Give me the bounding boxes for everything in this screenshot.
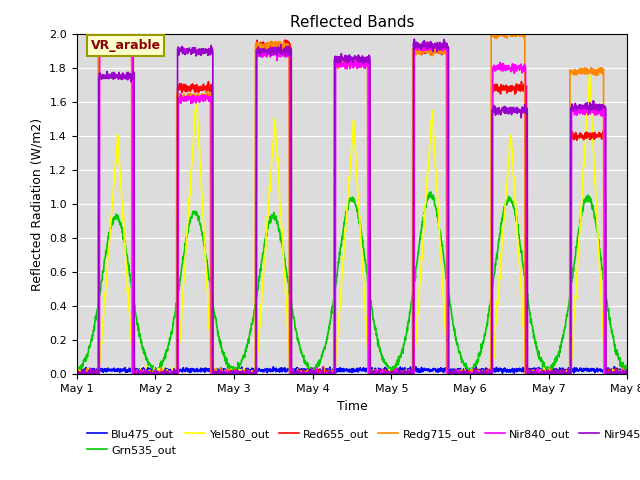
Redg715_out: [607, 371, 615, 376]
Nir840_out: [326, 369, 334, 374]
Grn535_out: [427, 189, 435, 195]
Red655_out: [608, 372, 616, 377]
Grn535_out: [607, 328, 615, 334]
Red655_out: [623, 372, 631, 377]
Title: Reflected Bands: Reflected Bands: [290, 15, 414, 30]
Grn535_out: [340, 221, 348, 227]
Blu475_out: [73, 367, 81, 372]
Line: Red655_out: Red655_out: [77, 40, 627, 374]
Nir840_out: [73, 368, 81, 374]
Red655_out: [341, 60, 349, 66]
Redg715_out: [623, 372, 631, 377]
Yel580_out: [73, 372, 81, 377]
Grn535_out: [467, 372, 475, 377]
Blu475_out: [623, 369, 631, 374]
Nir840_out: [623, 372, 631, 377]
Red655_out: [281, 37, 289, 43]
Yel580_out: [608, 372, 616, 377]
Blu475_out: [412, 364, 420, 370]
Redg715_out: [326, 372, 333, 377]
Blu475_out: [507, 368, 515, 373]
Redg715_out: [101, 48, 109, 54]
Nir840_out: [607, 372, 615, 377]
Redg715_out: [507, 33, 515, 39]
Blu475_out: [607, 368, 615, 374]
Redg715_out: [340, 60, 348, 66]
Nir945_out: [607, 369, 615, 374]
Yel580_out: [607, 372, 615, 377]
Nir840_out: [608, 370, 616, 376]
Nir945_out: [73, 372, 81, 377]
Red655_out: [326, 372, 334, 377]
Nir945_out: [410, 36, 418, 42]
Redg715_out: [501, 25, 509, 31]
Red655_out: [73, 371, 81, 376]
Line: Redg715_out: Redg715_out: [77, 28, 627, 374]
Nir840_out: [410, 38, 418, 44]
Grn535_out: [326, 322, 333, 327]
Yel580_out: [101, 291, 109, 297]
Nir945_out: [340, 55, 348, 60]
Grn535_out: [623, 372, 631, 377]
Nir945_out: [101, 75, 109, 81]
Line: Nir840_out: Nir840_out: [77, 41, 627, 374]
Blu475_out: [326, 364, 333, 370]
Grn535_out: [101, 255, 109, 261]
Nir945_out: [607, 372, 615, 377]
Redg715_out: [607, 369, 615, 375]
Redg715_out: [73, 372, 81, 377]
Blu475_out: [340, 367, 348, 372]
Yel580_out: [326, 367, 334, 373]
Y-axis label: Reflected Radiation (W/m2): Reflected Radiation (W/m2): [31, 118, 44, 290]
Nir840_out: [341, 61, 349, 67]
Yel580_out: [507, 136, 515, 142]
Red655_out: [507, 88, 515, 94]
Grn535_out: [73, 366, 81, 372]
Yel580_out: [623, 372, 631, 377]
Blu475_out: [499, 371, 506, 376]
Yel580_out: [586, 72, 593, 78]
Nir840_out: [74, 372, 81, 377]
Grn535_out: [608, 330, 616, 336]
Nir945_out: [507, 108, 515, 114]
Red655_out: [101, 49, 109, 55]
Text: VR_arable: VR_arable: [91, 39, 161, 52]
Legend: Blu475_out, Grn535_out, Yel580_out, Red655_out, Redg715_out, Nir840_out, Nir945_: Blu475_out, Grn535_out, Yel580_out, Red6…: [83, 424, 640, 460]
Red655_out: [607, 371, 615, 377]
Nir945_out: [623, 372, 631, 377]
Grn535_out: [507, 197, 515, 203]
Line: Yel580_out: Yel580_out: [77, 75, 627, 374]
Line: Blu475_out: Blu475_out: [77, 367, 627, 373]
Blu475_out: [101, 366, 109, 372]
Yel580_out: [73, 371, 81, 376]
Red655_out: [73, 372, 81, 377]
Nir840_out: [507, 67, 515, 72]
Line: Nir945_out: Nir945_out: [77, 39, 627, 374]
Line: Grn535_out: Grn535_out: [77, 192, 627, 374]
Blu475_out: [608, 368, 616, 374]
Nir945_out: [326, 372, 333, 377]
X-axis label: Time: Time: [337, 400, 367, 413]
Nir840_out: [101, 49, 109, 55]
Yel580_out: [341, 234, 349, 240]
